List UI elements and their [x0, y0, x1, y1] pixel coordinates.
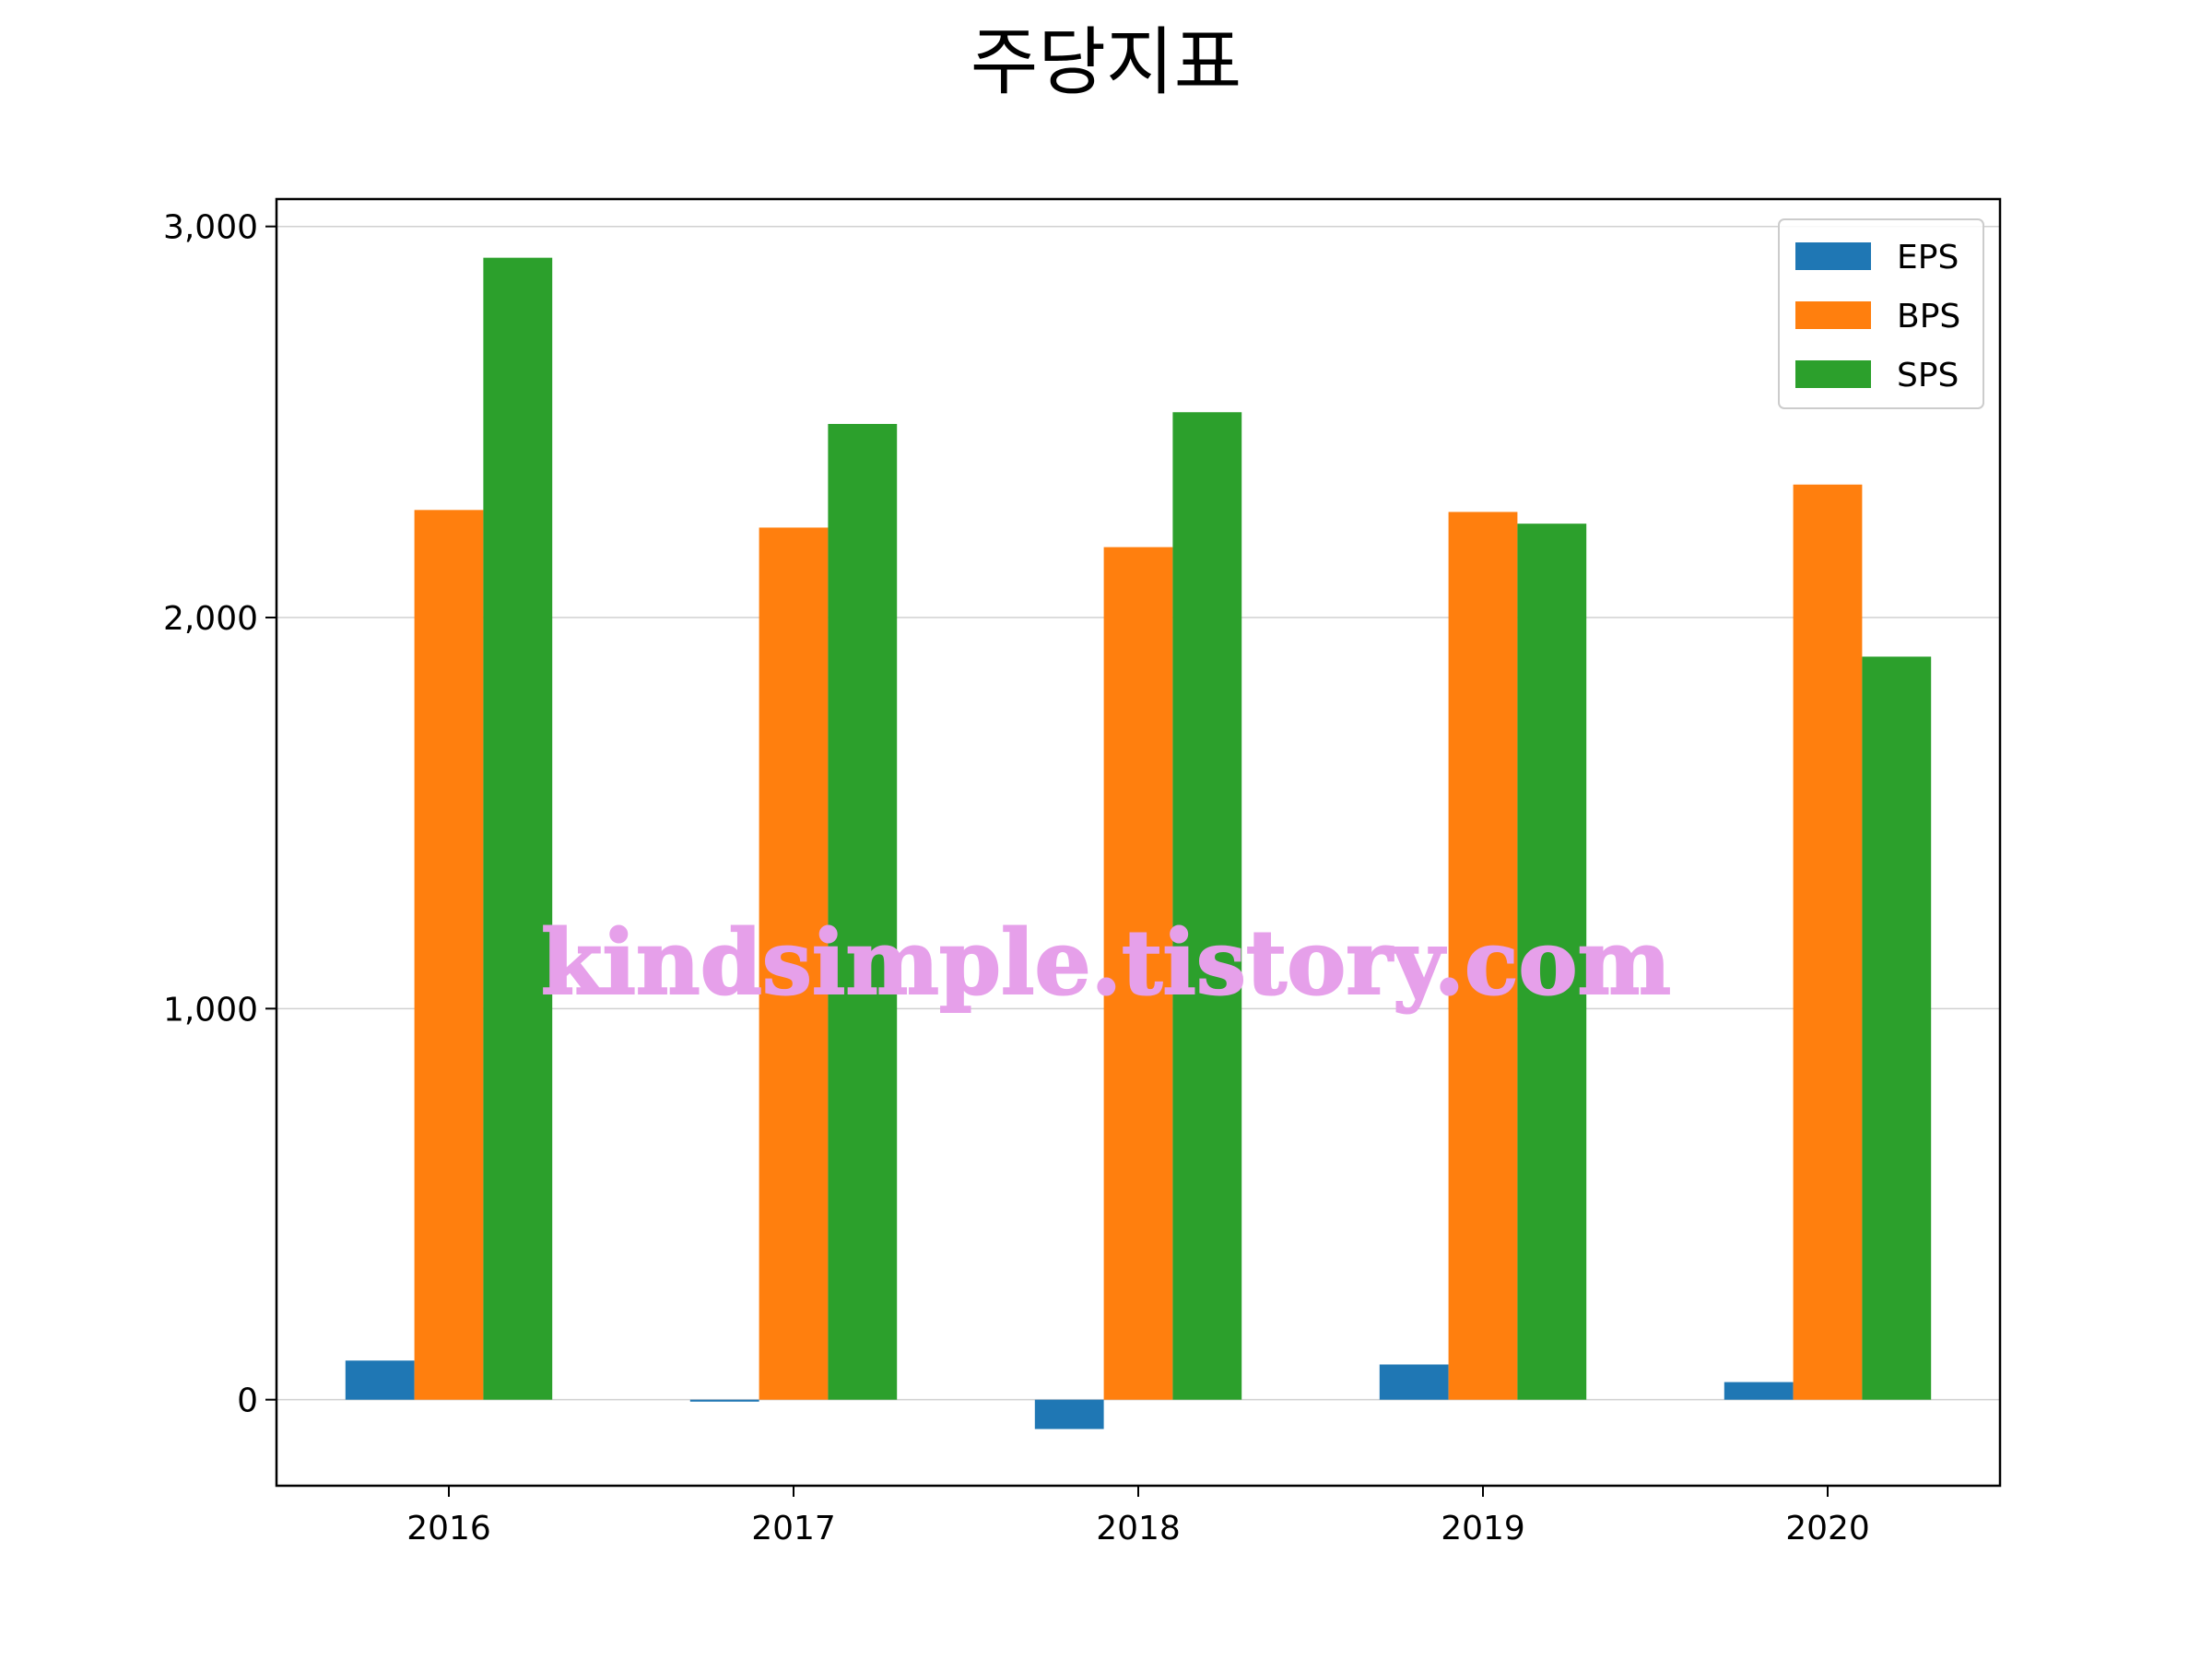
bar-bps-2020 [1793, 484, 1863, 1400]
x-tick-label: 2016 [406, 1510, 491, 1547]
x-axis: 2016 2017 2018 2019 2020 [406, 1486, 1870, 1547]
bar-sps-2016 [483, 257, 553, 1400]
y-tick-label: 1,000 [163, 991, 258, 1029]
legend-swatch-sps [1795, 360, 1871, 388]
x-tick-label: 2017 [751, 1510, 836, 1547]
y-axis: 0 1,000 2,000 3,000 [163, 209, 276, 1420]
legend-swatch-eps [1795, 242, 1871, 270]
bar-eps-2016 [345, 1360, 415, 1400]
bar-sps-2017 [828, 423, 898, 1400]
bar-sps-2019 [1517, 524, 1587, 1400]
legend-label-sps: SPS [1897, 357, 1959, 394]
y-tick-label: 3,000 [163, 209, 258, 247]
bar-eps-2019 [1379, 1364, 1449, 1400]
bar-bps-2016 [414, 510, 484, 1400]
x-tick-label: 2020 [1785, 1510, 1870, 1547]
bar-bps-2019 [1448, 512, 1518, 1400]
bar-sps-2020 [1862, 656, 1932, 1400]
legend-swatch-bps [1795, 301, 1871, 329]
bar-eps-2018 [1034, 1399, 1104, 1430]
y-tick-label: 2,000 [163, 600, 258, 638]
legend-label-eps: EPS [1897, 239, 1959, 276]
bar-sps-2018 [1172, 412, 1242, 1400]
legend-label-bps: BPS [1897, 298, 1960, 335]
y-tick-label: 0 [237, 1382, 258, 1420]
x-tick-label: 2019 [1441, 1510, 1525, 1547]
watermark-text: kindsimple.tistory.com [541, 911, 1671, 1015]
bars [345, 257, 1932, 1430]
bar-eps-2017 [689, 1399, 759, 1402]
x-tick-label: 2018 [1096, 1510, 1181, 1547]
bar-eps-2020 [1724, 1382, 1794, 1400]
legend: EPS BPS SPS [1778, 218, 1984, 409]
bar-bps-2017 [759, 527, 829, 1400]
chart-title: 주당지표 [971, 19, 1241, 105]
bar-bps-2018 [1103, 547, 1173, 1400]
